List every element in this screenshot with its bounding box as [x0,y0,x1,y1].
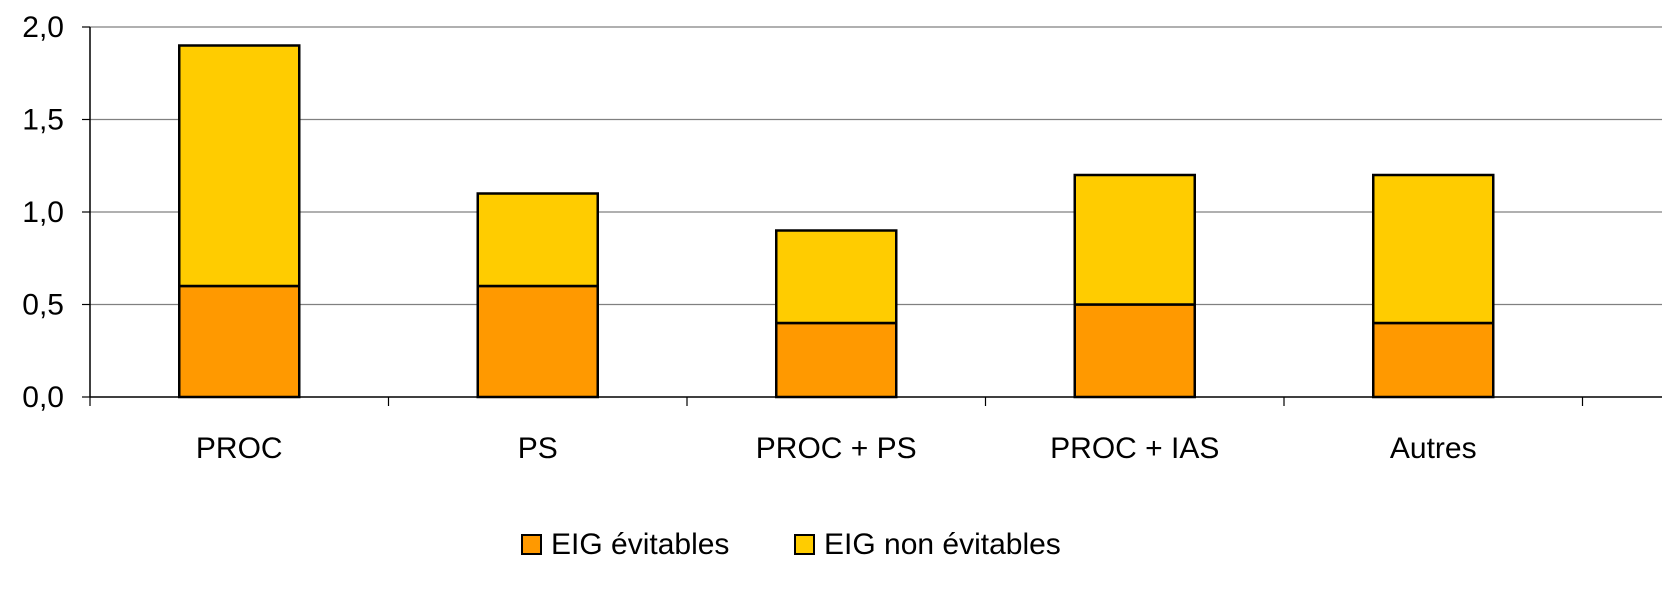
legend-label: EIG évitables [551,528,729,561]
bar-evitables [1372,321,1495,399]
legend: EIG évitables EIG non évitables [521,528,1061,561]
x-tick-label: PROC + IAS [1050,432,1219,465]
bar-evitables [775,321,898,399]
y-tick-label: 0,0 [22,381,64,414]
bar-evitables [476,284,599,399]
y-tick-label: 1,0 [22,196,64,229]
bar-non-evitables [178,44,301,288]
axes [82,26,1662,406]
y-tick-label: 1,5 [22,104,64,137]
y-tick-labels: 0,0 0,5 1,0 1,5 2,0 [22,11,64,414]
x-tick-label: PROC [196,432,283,465]
legend-swatch [521,534,542,555]
x-tick-labels: PROC PS PROC + PS PROC + IAS Autres [196,432,1477,465]
bars [178,44,1495,399]
bar-evitables [1073,303,1196,399]
bar-evitables [178,284,301,399]
bar-non-evitables [1073,173,1196,306]
bar-non-evitables [1372,173,1495,325]
bar-non-evitables [775,229,898,325]
y-tick-label: 2,0 [22,11,64,44]
y-tick-label: 0,5 [22,289,64,322]
legend-label: EIG non évitables [824,528,1061,561]
x-tick-label: PROC + PS [756,432,917,465]
x-tick-label: Autres [1390,432,1477,465]
legend-swatch [794,534,815,555]
bar-non-evitables [476,192,599,288]
x-tick-label: PS [518,432,558,465]
